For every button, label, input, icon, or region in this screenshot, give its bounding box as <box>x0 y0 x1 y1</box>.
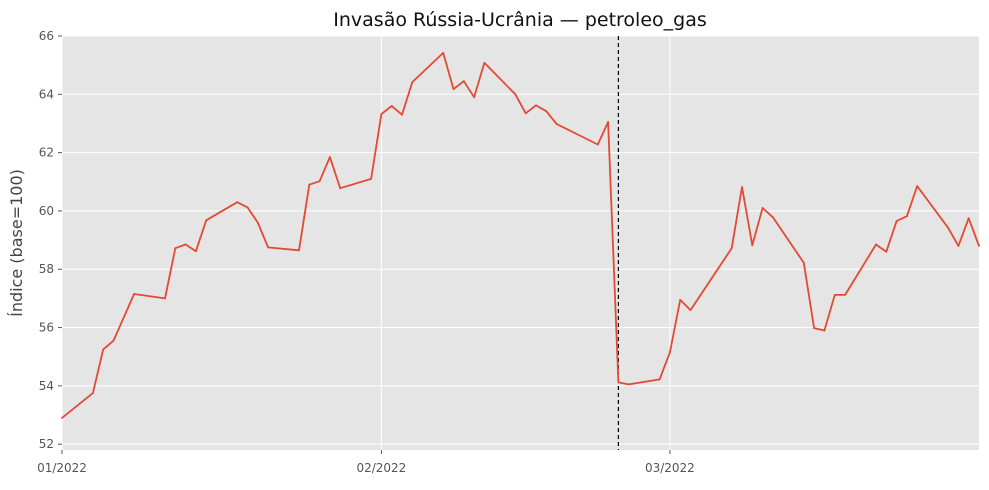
data-point <box>978 245 980 247</box>
data-point <box>875 243 877 246</box>
chart-title: Invasão Rússia-Ucrânia — petroleo_gas <box>333 9 706 31</box>
data-point <box>308 183 311 186</box>
data-point <box>833 294 836 296</box>
data-point <box>751 244 754 247</box>
data-point <box>658 378 661 381</box>
y-tick-label: 56 <box>39 321 54 335</box>
data-point <box>112 339 115 342</box>
data-point <box>473 96 475 99</box>
data-point <box>813 327 815 329</box>
data-point <box>205 219 208 222</box>
data-point <box>895 220 898 223</box>
y-axis-ticks: 52 54 56 58 60 62 64 66 <box>39 29 62 451</box>
data-point <box>102 348 105 351</box>
data-point <box>380 113 383 115</box>
data-point <box>184 243 187 246</box>
data-point <box>545 110 548 113</box>
data-point <box>401 113 403 116</box>
data-point <box>92 392 94 394</box>
y-tick-label: 60 <box>39 204 54 218</box>
data-point <box>133 293 136 295</box>
series-group <box>61 52 980 419</box>
data-point <box>906 215 908 218</box>
data-point <box>339 187 342 190</box>
y-tick-label: 66 <box>39 29 54 43</box>
data-point <box>802 261 805 264</box>
data-point <box>627 383 630 386</box>
data-point <box>524 112 527 115</box>
data-point <box>679 299 682 301</box>
data-point <box>885 250 888 253</box>
data-point <box>535 104 537 107</box>
y-tick-label: 62 <box>39 146 54 160</box>
x-tick-label: 03/2022 <box>645 461 695 475</box>
data-point <box>741 186 743 188</box>
data-point <box>452 88 455 90</box>
data-point <box>689 309 692 311</box>
data-point <box>947 226 949 229</box>
data-point <box>823 329 826 332</box>
data-point <box>370 178 372 180</box>
y-axis-title: Índice (base=100) <box>7 169 26 317</box>
data-point <box>267 246 269 249</box>
data-point <box>462 80 465 83</box>
data-point <box>772 216 774 219</box>
y-tick-label: 54 <box>39 379 54 393</box>
data-point <box>390 105 393 107</box>
data-point <box>298 249 300 252</box>
data-point <box>669 351 671 354</box>
data-point <box>916 185 919 188</box>
data-point <box>318 180 321 183</box>
data-point <box>761 207 764 209</box>
data-point <box>236 201 239 204</box>
x-tick-label: 02/2022 <box>356 461 406 475</box>
grid-lines <box>61 35 979 450</box>
x-axis-ticks: 01/2022 02/2022 03/2022 <box>37 450 695 475</box>
data-point <box>607 121 609 123</box>
data-point <box>596 143 599 146</box>
data-point <box>411 81 414 83</box>
data-point <box>483 61 486 64</box>
data-point <box>246 206 249 209</box>
data-point <box>164 297 166 300</box>
data-point <box>514 93 517 96</box>
data-point <box>442 52 445 54</box>
data-point <box>617 381 620 384</box>
data-point <box>957 245 960 247</box>
data-point <box>195 250 197 253</box>
data-point <box>555 123 558 125</box>
data-point <box>329 156 331 158</box>
data-point <box>174 247 177 250</box>
data-point <box>967 217 970 220</box>
data-point <box>730 247 733 250</box>
y-tick-label: 52 <box>39 437 54 451</box>
data-point <box>844 294 846 296</box>
data-point <box>256 221 259 224</box>
y-tick-label: 64 <box>39 87 54 101</box>
x-tick-label: 01/2022 <box>37 461 87 475</box>
data-point <box>61 417 63 419</box>
y-tick-label: 58 <box>39 262 54 276</box>
